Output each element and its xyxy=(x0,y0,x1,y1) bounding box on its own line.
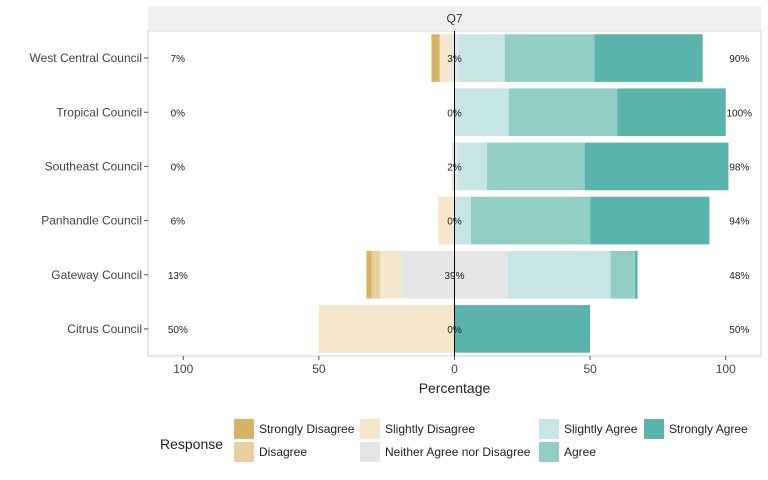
x-tick-label: 100 xyxy=(173,362,193,376)
bar-segment xyxy=(617,88,726,137)
bar-segment xyxy=(594,34,703,82)
percent-label-right: 50% xyxy=(729,325,749,336)
bar-segment xyxy=(431,34,440,82)
percent-label-left: 6% xyxy=(171,217,186,228)
percent-label-right: 100% xyxy=(727,108,753,119)
legend-item: Strongly Disagree xyxy=(234,418,354,440)
legend-title: Response xyxy=(160,436,224,452)
bar-segment xyxy=(584,142,729,191)
y-tick-label: Citrus Council xyxy=(67,322,142,336)
percent-label-left: 0% xyxy=(171,162,186,173)
percent-label-left: 0% xyxy=(171,108,186,119)
legend-item: Strongly Agree xyxy=(644,418,748,440)
bar-segment xyxy=(487,142,585,191)
bar-segment xyxy=(318,305,455,353)
y-tick-label: Tropical Council xyxy=(56,105,142,119)
percent-label-left: 7% xyxy=(171,54,186,65)
bar-segment xyxy=(454,305,591,353)
legend-item: Disagree xyxy=(234,441,307,463)
x-tick-label: 0 xyxy=(451,362,458,376)
bar-segment xyxy=(458,34,505,82)
bar-segment xyxy=(371,250,380,299)
legend-label: Neither Agree nor Disagree xyxy=(385,445,531,459)
percent-label-right: 98% xyxy=(729,162,749,173)
bar-segment xyxy=(454,88,509,137)
legend-item: Slightly Agree xyxy=(539,418,637,440)
legend: Response Strongly Disagree Disagree Slight… xyxy=(160,418,760,468)
bar-segment xyxy=(438,196,455,245)
legend-swatch xyxy=(360,419,380,439)
bar-segment xyxy=(457,142,488,191)
legend-swatch xyxy=(234,442,254,462)
bar-segment xyxy=(379,250,402,299)
bar-segment xyxy=(610,250,635,299)
legend-item: Slightly Disagree xyxy=(360,418,475,440)
legend-swatch xyxy=(644,419,664,439)
bar-segment xyxy=(366,250,372,299)
legend-label: Slightly Disagree xyxy=(385,422,476,436)
percent-label-left: 50% xyxy=(168,325,188,336)
legend-label: Slightly Agree xyxy=(564,422,638,436)
legend-swatch xyxy=(539,442,559,462)
legend-item: Agree xyxy=(539,441,596,463)
bar-segment xyxy=(508,88,618,137)
y-tick-label: West Central Council xyxy=(30,51,143,65)
x-tick-label: 50 xyxy=(583,362,597,376)
x-axis-label: Percentage xyxy=(419,380,491,396)
y-tick-label: Panhandle Council xyxy=(41,214,142,228)
bar-segment xyxy=(504,34,595,82)
bar-segment xyxy=(439,34,451,82)
legend-label: Disagree xyxy=(259,445,308,459)
legend-swatch xyxy=(234,419,254,439)
y-tick-label: Gateway Council xyxy=(51,268,142,282)
bar-segment xyxy=(454,196,471,245)
legend-swatch xyxy=(360,442,380,462)
percent-label-right: 94% xyxy=(729,217,749,228)
x-tick-label: 50 xyxy=(312,362,326,376)
facet-title: Q7 xyxy=(446,12,462,26)
bar-segment xyxy=(507,250,611,299)
legend-label: Agree xyxy=(564,445,597,459)
facet-strip xyxy=(148,6,761,31)
y-tick-label: Southeast Council xyxy=(45,159,142,173)
legend-label: Strongly Agree xyxy=(669,422,748,436)
bar-segment xyxy=(634,250,638,299)
legend-item: Neither Agree nor Disagree xyxy=(360,441,530,463)
x-tick-label: 100 xyxy=(716,362,736,376)
bar-segment xyxy=(590,196,710,245)
bar-segment xyxy=(470,196,591,245)
legend-label: Strongly Disagree xyxy=(259,422,355,436)
percent-label-right: 48% xyxy=(729,271,749,282)
percent-label-right: 90% xyxy=(729,54,749,65)
percent-label-left: 13% xyxy=(168,271,188,282)
legend-swatch xyxy=(539,419,559,439)
